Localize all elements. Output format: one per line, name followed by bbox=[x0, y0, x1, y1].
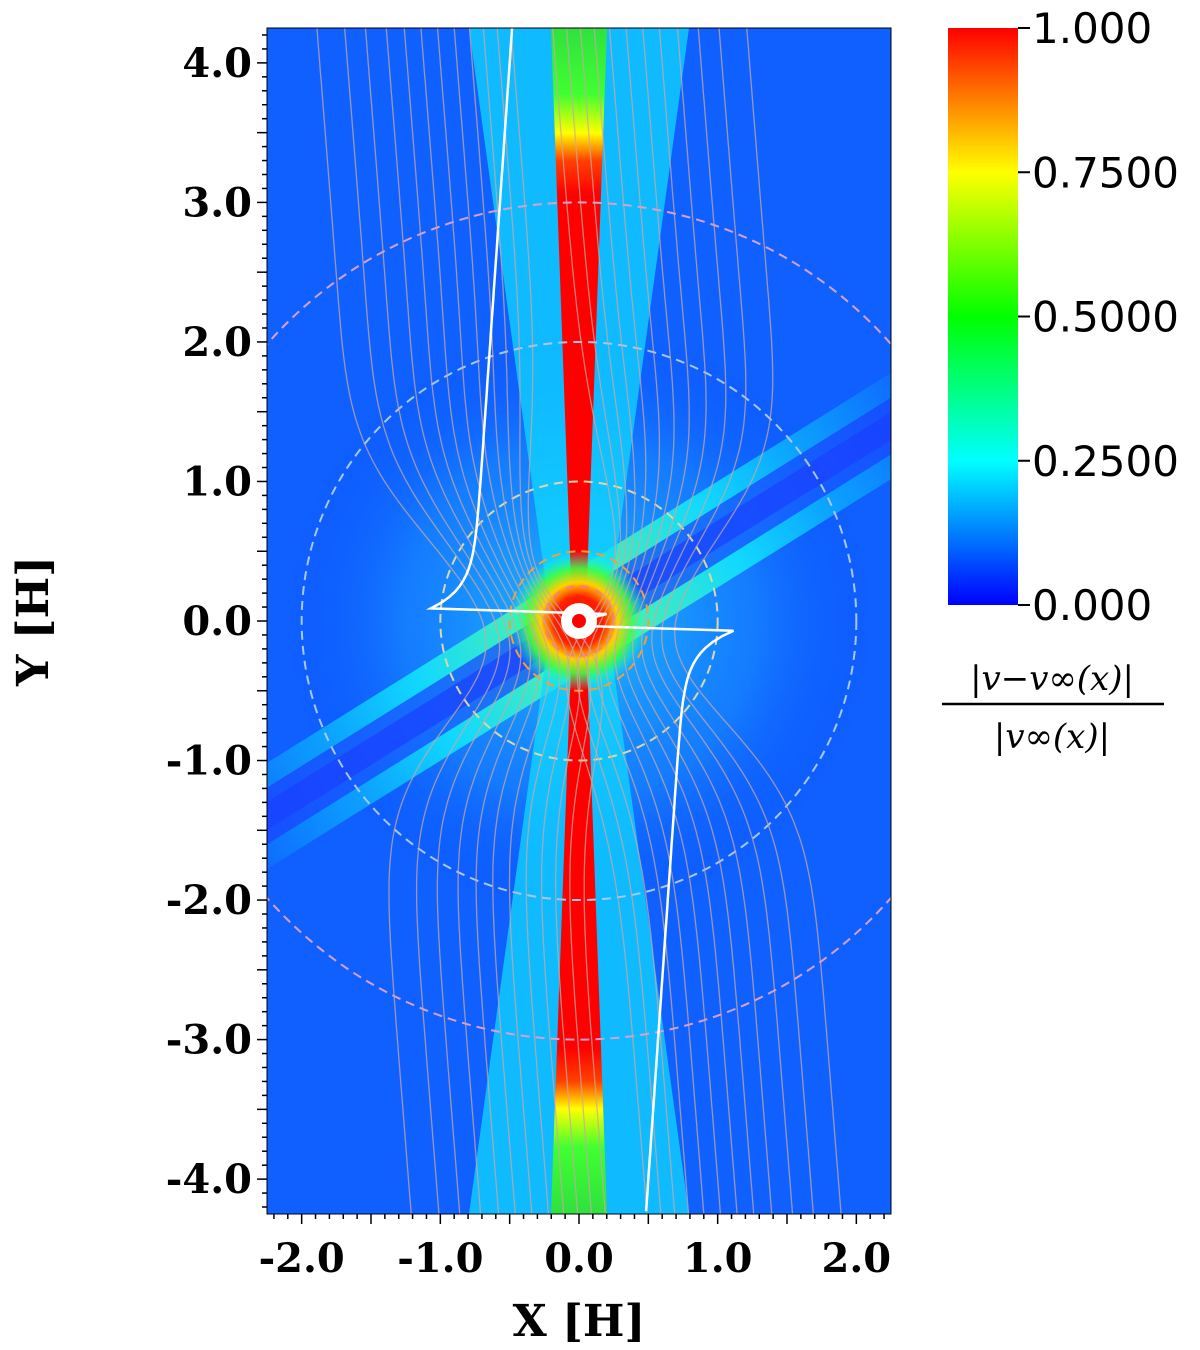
streamline bbox=[344, 28, 501, 1214]
plot-area bbox=[267, 28, 891, 1214]
y-tick-label: 1.0 bbox=[182, 458, 252, 505]
heatmap-jet-upper bbox=[551, 28, 607, 581]
colorbar: 1.000 0.7500 0.5000 0.2500 0.000 |v−v∞(x)| |… bbox=[942, 4, 1179, 757]
y-tick-label: 4.0 bbox=[182, 40, 252, 87]
streamline bbox=[364, 28, 511, 1214]
streamline bbox=[661, 28, 814, 1214]
streamline bbox=[674, 28, 842, 1214]
y-tick-label: 2.0 bbox=[182, 319, 252, 366]
streamline bbox=[614, 28, 722, 1214]
y-tick-label: 0.0 bbox=[182, 598, 252, 645]
x-tick-label: 0.0 bbox=[544, 1235, 614, 1282]
heatmap-jet-lower bbox=[551, 661, 607, 1214]
y-tick-label: -1.0 bbox=[166, 738, 252, 785]
x-axis: -2.0 -1.0 0.0 1.0 2.0 bbox=[259, 1214, 892, 1282]
streamline bbox=[623, 28, 738, 1214]
x-tick-label: -1.0 bbox=[397, 1235, 483, 1282]
contour-circle bbox=[267, 201, 891, 1041]
streamline bbox=[468, 28, 571, 1214]
x-tick-label: 1.0 bbox=[683, 1235, 753, 1282]
colorbar-title-numerator: |v−v∞(x)| bbox=[970, 659, 1134, 699]
y-axis: 4.0 3.0 2.0 1.0 0.0 -1.0 -2.0 -3.0 -4.0 bbox=[166, 34, 267, 1208]
streamline bbox=[385, 28, 522, 1214]
streamline bbox=[436, 28, 551, 1214]
streamline bbox=[420, 28, 541, 1214]
body-marker-group bbox=[561, 603, 597, 639]
contour-circle bbox=[300, 340, 858, 902]
colorbar-tick-label: 0.000 bbox=[1032, 581, 1152, 630]
streamline bbox=[453, 28, 561, 1214]
x-axis-title: X [H] bbox=[513, 1296, 646, 1347]
streamline bbox=[651, 28, 794, 1214]
colorbar-tick-label: 1.000 bbox=[1032, 4, 1152, 53]
y-tick-label: 3.0 bbox=[182, 179, 252, 226]
colorbar-ticks: 1.000 0.7500 0.5000 0.2500 0.000 bbox=[1018, 4, 1179, 630]
streamline bbox=[593, 28, 690, 1214]
streamline bbox=[631, 28, 755, 1214]
streamline bbox=[640, 28, 773, 1214]
colorbar-title-denominator: |v∞(x)| bbox=[994, 717, 1110, 757]
body-marker-center bbox=[572, 614, 586, 628]
contour-circle bbox=[439, 480, 719, 762]
colorbar-tick-label: 0.5000 bbox=[1032, 293, 1179, 342]
y-tick-label: -3.0 bbox=[166, 1017, 252, 1064]
colorbar-tick-label: 0.7500 bbox=[1032, 148, 1179, 197]
streamline bbox=[316, 28, 487, 1214]
x-tick-label: 2.0 bbox=[822, 1235, 892, 1282]
streamline bbox=[403, 28, 532, 1214]
streamline bbox=[604, 28, 705, 1214]
y-tick-label: -2.0 bbox=[166, 877, 252, 924]
colorbar-tick-label: 0.2500 bbox=[1032, 437, 1179, 486]
x-tick-label: -2.0 bbox=[259, 1235, 345, 1282]
y-axis-title: Y [H] bbox=[8, 556, 59, 687]
y-tick-label: -4.0 bbox=[166, 1156, 252, 1203]
colorbar-gradient bbox=[948, 28, 1018, 605]
